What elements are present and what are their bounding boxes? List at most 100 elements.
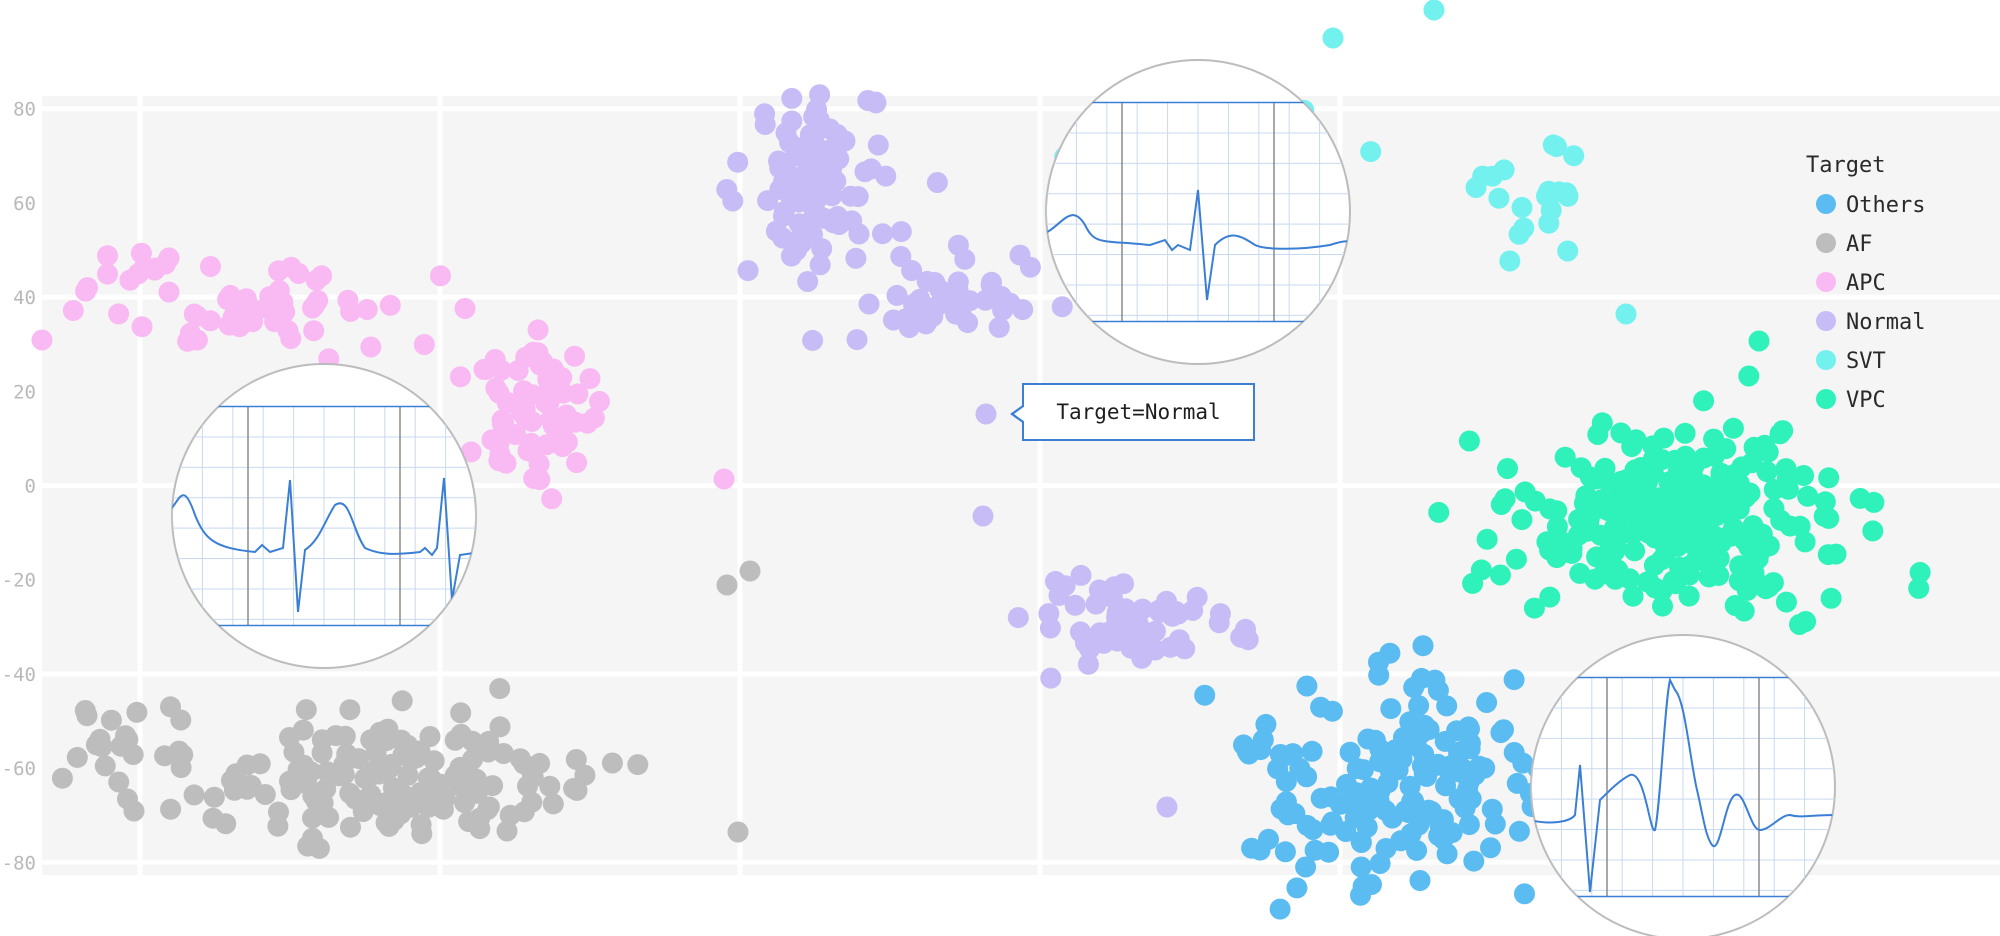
scatter-point-normal — [867, 134, 889, 156]
scatter-point-af — [539, 775, 561, 797]
scatter-point-svt — [1488, 187, 1510, 209]
scatter-point-others — [1508, 820, 1530, 842]
scatter-point-apc — [589, 390, 610, 412]
scatter-point-normal — [773, 201, 795, 223]
scatter-point-apc — [540, 372, 562, 394]
scatter-point-others — [1241, 837, 1263, 859]
scatter-point-apc — [449, 366, 471, 388]
scatter-point-svt — [1538, 180, 1560, 202]
scatter-point-others — [1411, 667, 1432, 689]
scatter-point-apc — [473, 358, 495, 380]
scatter-point-apc — [303, 320, 325, 342]
scatter-point-vpc — [1539, 586, 1561, 608]
scatter-point-vpc — [1748, 330, 1770, 352]
scatter-point-apc — [485, 377, 507, 399]
scatter-point-vpc — [1476, 528, 1498, 550]
scatter-point-normal — [1051, 296, 1073, 318]
scatter-point-others — [1350, 856, 1372, 878]
scatter-point-af — [574, 764, 596, 786]
scatter-point-normal — [916, 270, 938, 292]
scatter-point-af — [223, 779, 245, 801]
scatter-point-others — [1503, 669, 1525, 691]
scatter-point-vpc — [1814, 491, 1836, 513]
scatter-point-others — [1194, 684, 1216, 706]
scatter-point-others — [1464, 764, 1486, 786]
scatter-point-vpc — [1862, 520, 1884, 542]
scatter-point-af — [450, 702, 472, 724]
scatter-point-vpc — [1722, 417, 1744, 439]
legend-marker-af — [1816, 233, 1836, 253]
scatter-point-normal — [805, 121, 826, 143]
scatter-point-normal — [826, 124, 848, 145]
scatter-point-apc — [218, 314, 240, 336]
scatter-point-af — [391, 690, 413, 712]
scatter-point-vpc — [1817, 544, 1839, 566]
scatter-point-normal — [754, 114, 776, 135]
scatter-point-vpc — [1556, 536, 1578, 558]
scatter-point-others — [1458, 716, 1480, 738]
scatter-point-others — [1252, 729, 1274, 751]
scatter-point-others — [1409, 870, 1431, 891]
scatter-point-vpc — [1818, 467, 1840, 489]
scatter-point-others — [1391, 748, 1413, 770]
scatter-point-apc — [277, 320, 299, 341]
scatter-point-others — [1318, 841, 1340, 863]
scatter-point-vpc — [1715, 438, 1737, 460]
scatter-point-apc — [235, 288, 257, 310]
scatter-point-apc — [255, 297, 277, 319]
scatter-point-af — [627, 754, 649, 776]
scatter-point-apc — [131, 316, 153, 338]
scatter-point-normal — [1064, 594, 1086, 616]
scatter-point-apc — [538, 391, 560, 413]
scatter-point-apc — [413, 334, 435, 355]
scatter-point-af — [493, 743, 514, 764]
scatter-point-vpc — [1820, 587, 1842, 609]
scatter-point-af — [739, 560, 761, 582]
scatter-point-vpc — [1818, 507, 1840, 529]
scatter-point-af — [302, 807, 323, 829]
scatter-point-normal — [894, 308, 916, 330]
scatter-point-others — [1412, 635, 1434, 657]
scatter-point-others — [1436, 695, 1458, 717]
scatter-point-vpc — [1703, 538, 1725, 560]
scatter-point-apc — [127, 263, 149, 285]
scatter-point-af — [565, 749, 587, 770]
legend-marker-vpc — [1816, 389, 1836, 409]
scatter-point-svt — [1499, 250, 1521, 272]
scatter-point-vpc — [1731, 456, 1753, 478]
scatter-point-af — [215, 813, 237, 835]
scatter-point-others — [1277, 804, 1299, 826]
scatter-point-normal — [716, 179, 738, 200]
scatter-point-apc — [108, 303, 130, 325]
scatter-point-af — [496, 820, 518, 842]
scatter-point-normal — [992, 299, 1014, 321]
scatter-point-vpc — [1738, 365, 1760, 387]
scatter-point-vpc — [1779, 515, 1801, 537]
scatter-point-normal — [926, 172, 948, 193]
scatter-point-af — [254, 784, 276, 805]
scatter-point-af — [295, 699, 317, 721]
scatter-point-vpc — [1546, 516, 1568, 538]
scatter-point-apc — [158, 247, 180, 269]
scatter-point-others — [1274, 841, 1296, 863]
scatter-point-af — [392, 744, 414, 766]
scatter-point-vpc — [1734, 530, 1756, 552]
scatter-point-svt — [1360, 141, 1382, 163]
scatter-point-vpc — [1682, 513, 1704, 534]
scatter-point-others — [1296, 675, 1318, 697]
scatter-point-af — [462, 730, 483, 752]
scatter-point-af — [489, 716, 511, 738]
scatter-point-others — [1286, 877, 1308, 899]
scatter-point-normal — [809, 254, 831, 276]
scatter-point-apc — [268, 260, 289, 282]
scatter-point-af — [89, 728, 111, 750]
scatter-point-vpc — [1514, 481, 1536, 503]
scatter-point-normal — [802, 329, 824, 351]
scatter-point-normal — [1174, 638, 1196, 660]
scatter-point-normal — [909, 288, 931, 310]
scatter-point-vpc — [1605, 494, 1627, 516]
y-tick-label: -40 — [2, 664, 36, 686]
scatter-point-vpc — [1458, 430, 1480, 452]
y-tick-label: 20 — [13, 381, 36, 403]
scatter-point-apc — [488, 432, 510, 454]
